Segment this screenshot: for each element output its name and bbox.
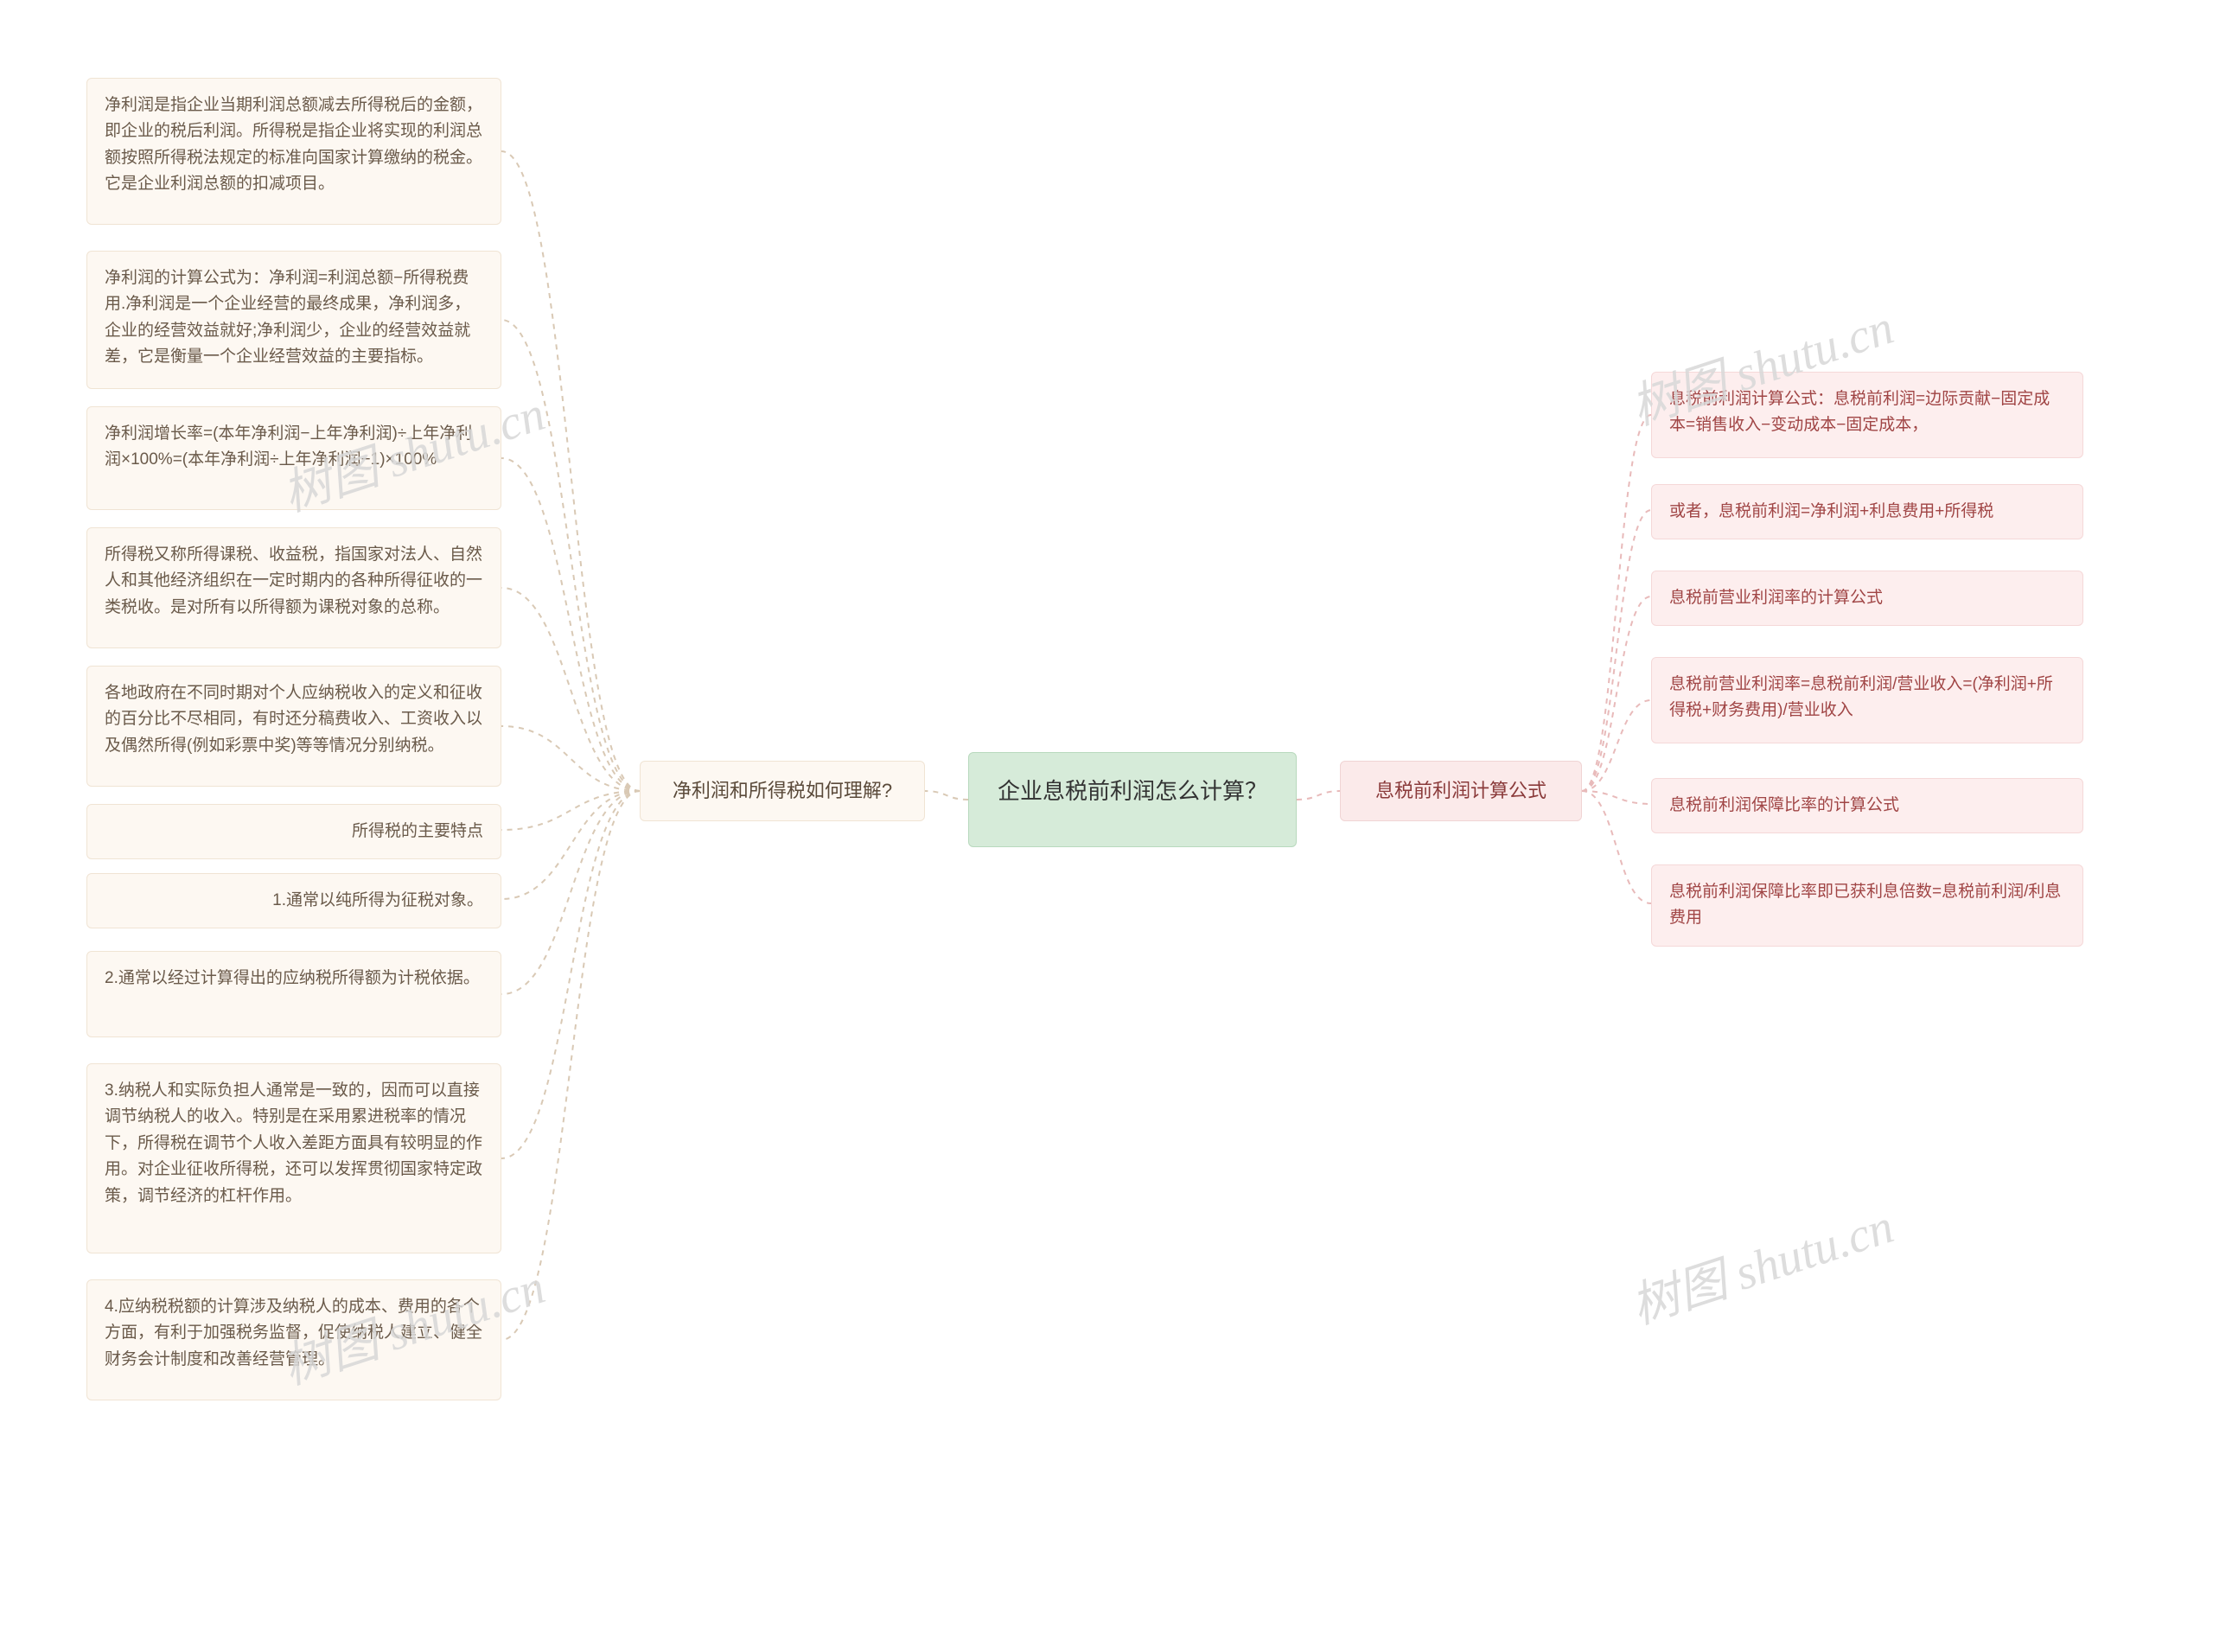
right-branch-node: 息税前利润计算公式 bbox=[1340, 761, 1582, 821]
right-leaf-2: 息税前营业利润率的计算公式 bbox=[1651, 571, 2083, 626]
left-leaf-7: 2.通常以经过计算得出的应纳税所得额为计税依据。 bbox=[86, 951, 501, 1037]
left-leaf-3: 所得税又称所得课税、收益税，指国家对法人、自然人和其他经济组织在一定时期内的各种… bbox=[86, 527, 501, 648]
left-leaf-2: 净利润增长率=(本年净利润−上年净利润)÷上年净利润×100%=(本年净利润÷上… bbox=[86, 406, 501, 510]
left-leaf-4: 各地政府在不同时期对个人应纳税收入的定义和征收的百分比不尽相同，有时还分稿费收入… bbox=[86, 666, 501, 787]
right-leaf-0: 息税前利润计算公式：息税前利润=边际贡献−固定成本=销售收入−变动成本−固定成本… bbox=[1651, 372, 2083, 458]
right-leaf-1: 或者，息税前利润=净利润+利息费用+所得税 bbox=[1651, 484, 2083, 539]
left-branch-node: 净利润和所得税如何理解? bbox=[640, 761, 925, 821]
center-node: 企业息税前利润怎么计算？ bbox=[968, 752, 1297, 847]
left-leaf-8: 3.纳税人和实际负担人通常是一致的，因而可以直接调节纳税人的收入。特别是在采用累… bbox=[86, 1063, 501, 1253]
left-leaf-9: 4.应纳税税额的计算涉及纳税人的成本、费用的各个方面，有利于加强税务监督，促使纳… bbox=[86, 1279, 501, 1400]
right-leaf-4: 息税前利润保障比率的计算公式 bbox=[1651, 778, 2083, 833]
left-leaf-6: 1.通常以纯所得为征税对象。 bbox=[86, 873, 501, 928]
left-leaf-5: 所得税的主要特点 bbox=[86, 804, 501, 859]
right-leaf-3: 息税前营业利润率=息税前利润/营业收入=(净利润+所得税+财务费用)/营业收入 bbox=[1651, 657, 2083, 743]
watermark: 树图 shutu.cn bbox=[1621, 1187, 1901, 1337]
right-leaf-5: 息税前利润保障比率即已获利息倍数=息税前利润/利息费用 bbox=[1651, 864, 2083, 947]
left-leaf-0: 净利润是指企业当期利润总额减去所得税后的金额，即企业的税后利润。所得税是指企业将… bbox=[86, 78, 501, 225]
left-leaf-1: 净利润的计算公式为：净利润=利润总额−所得税费用.净利润是一个企业经营的最终成果… bbox=[86, 251, 501, 389]
